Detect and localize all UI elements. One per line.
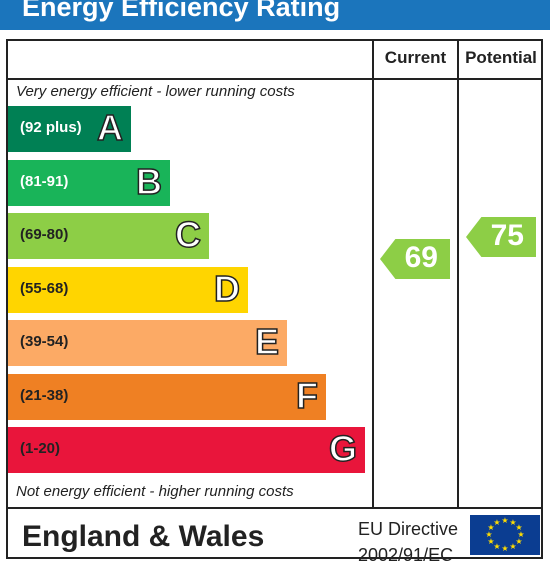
band-letter: A [96, 106, 124, 149]
directive-line-2: 2002/91/EC [358, 545, 454, 565]
rating-table [6, 39, 543, 509]
current-rating-value: 69 [404, 241, 438, 274]
band-range-label: (1-20) [20, 440, 61, 457]
svg-text:★: ★ [515, 523, 522, 532]
svg-text:★: ★ [515, 537, 522, 546]
bottom-caption: Not energy efficient - higher running co… [16, 483, 294, 500]
svg-text:★: ★ [493, 542, 500, 551]
current-column-header: Current [384, 48, 447, 67]
directive-line-1: EU Directive [358, 519, 459, 539]
potential-rating-value: 75 [490, 219, 524, 252]
band-range-label: (39-54) [20, 333, 69, 350]
band-c: (69-80) C [8, 213, 209, 259]
band-range-label: (21-38) [20, 387, 69, 404]
band-letter: C [174, 213, 202, 256]
svg-text:★: ★ [517, 530, 524, 539]
band-range-label: (92 plus) [20, 119, 82, 136]
band-b: (81-91) B [8, 160, 170, 206]
svg-text:★: ★ [501, 544, 508, 553]
svg-text:★: ★ [487, 523, 494, 532]
svg-text:★: ★ [509, 518, 516, 527]
footer-region: England & Wales [22, 520, 265, 553]
potential-column-header: Potential [465, 48, 537, 67]
band-letter: G [328, 427, 358, 470]
band-letter: D [213, 267, 241, 310]
svg-text:★: ★ [501, 516, 508, 525]
current-rating-arrow: 69 [380, 239, 450, 279]
band-g: (1-20) G [8, 427, 365, 473]
band-f: (21-38) F [8, 374, 326, 420]
band-a: (92 plus) A [8, 106, 131, 152]
band-range-label: (69-80) [20, 226, 69, 243]
band-e: (39-54) E [8, 320, 287, 366]
band-range-label: (81-91) [20, 173, 69, 190]
footer-directive: EU Directive 2002/91/EC [358, 516, 458, 568]
page-title: Energy Efficiency Rating [22, 0, 341, 22]
band-d: (55-68) D [8, 267, 248, 313]
band-letter: B [135, 160, 163, 203]
column-divider-current [372, 39, 374, 509]
title-bar: Energy Efficiency Rating [0, 0, 550, 30]
svg-text:★: ★ [485, 530, 492, 539]
top-caption: Very energy efficient - lower running co… [16, 83, 295, 100]
potential-rating-arrow: 75 [466, 217, 536, 257]
header-divider [6, 78, 543, 80]
svg-text:★: ★ [487, 537, 494, 546]
band-letter: F [295, 374, 319, 417]
eu-flag-icon: ★ ★ ★ ★ ★ ★ ★ ★ ★ ★ ★ ★ [470, 515, 540, 555]
svg-text:★: ★ [493, 518, 500, 527]
band-letter: E [254, 320, 280, 363]
band-range-label: (55-68) [20, 280, 69, 297]
svg-text:★: ★ [509, 542, 516, 551]
column-divider-potential [457, 39, 459, 509]
